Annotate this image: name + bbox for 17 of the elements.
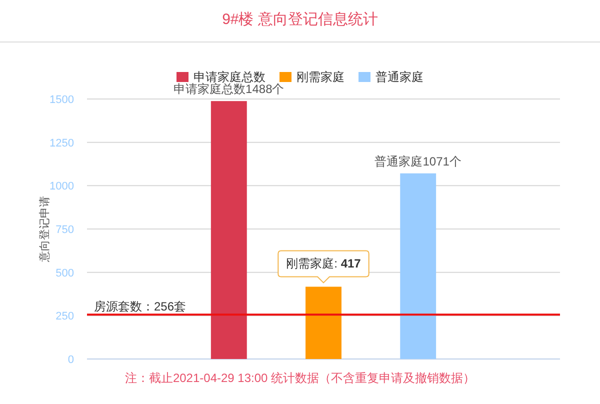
title: 9#楼 意向登记信息统计 bbox=[222, 11, 378, 28]
annotation: 刚需家庭: 417 bbox=[286, 256, 361, 271]
legend-label: 刚需家庭 bbox=[296, 70, 344, 84]
y-tick-label: 0 bbox=[68, 354, 74, 366]
y-tick-label: 1250 bbox=[50, 137, 74, 150]
y-tick-label: 750 bbox=[56, 224, 74, 236]
annotation: 注：截止2021-04-29 13:00 统计数据（不含重复申请及撤销数据） bbox=[124, 371, 476, 385]
y-label: 意向登记申请 bbox=[39, 196, 51, 262]
value-label: 普通家庭1071个 bbox=[374, 154, 462, 168]
y-tick-label: 500 bbox=[56, 267, 74, 280]
y-tick-label: 1000 bbox=[50, 180, 74, 193]
y-tick-label: 1500 bbox=[50, 94, 74, 106]
ref-line-label: 房源套数：256套 bbox=[94, 300, 186, 314]
legend-label: 普通家庭 bbox=[376, 70, 424, 84]
y-tick-label: 250 bbox=[56, 310, 74, 323]
value-label: 申请家庭总数1488个 bbox=[174, 82, 284, 96]
legend-label: 申请家庭总数 bbox=[194, 70, 266, 84]
